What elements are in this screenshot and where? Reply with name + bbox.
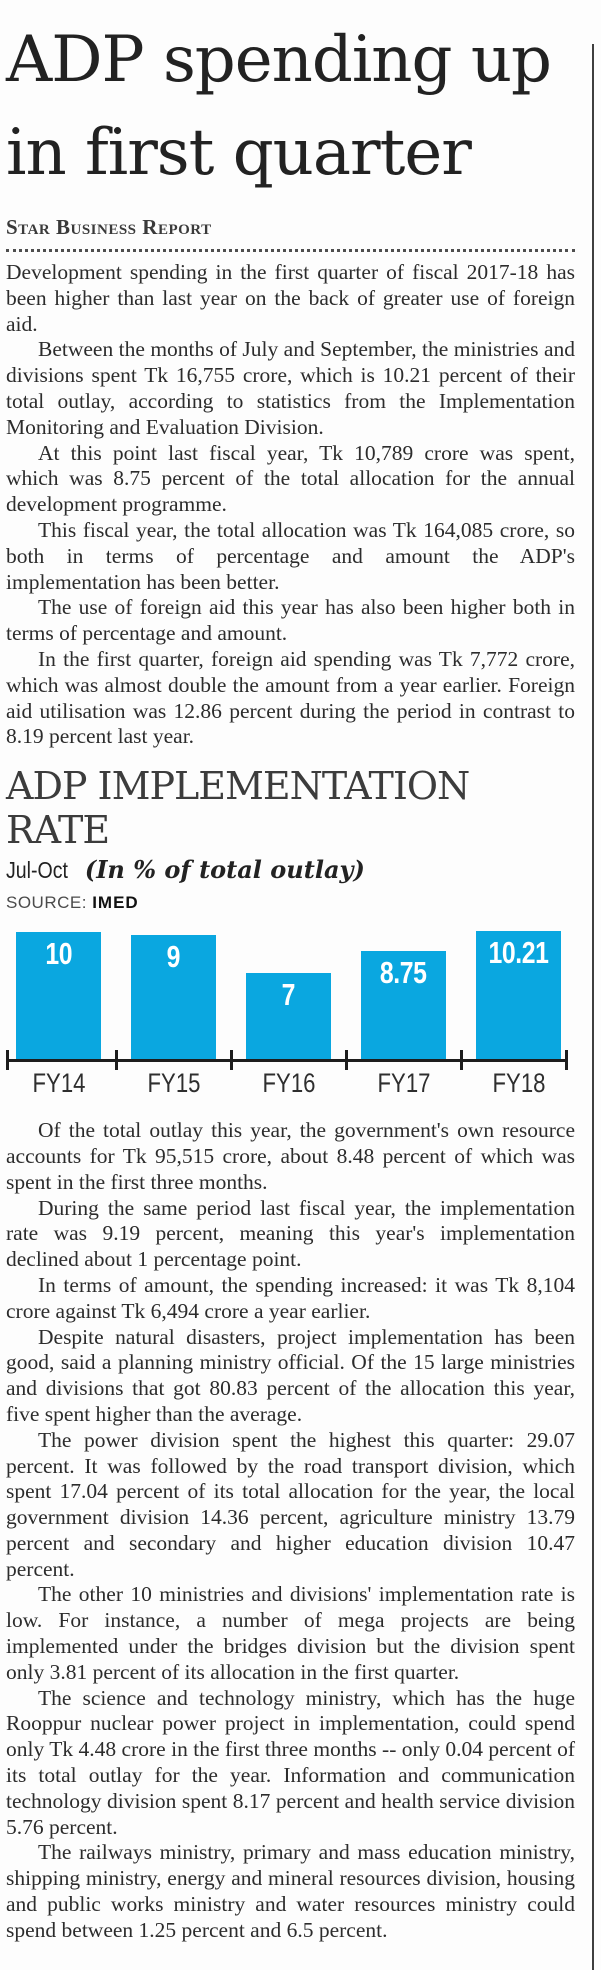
axis-tick [460, 1050, 463, 1071]
article-paragraph: At this point last fiscal year, Tk 10,78… [6, 440, 575, 517]
article-paragraph: The use of foreign aid this year has als… [6, 595, 575, 646]
axis-tick [6, 1050, 9, 1071]
article-paragraph: Development spending in the first quarte… [6, 260, 575, 336]
article-body-top: Development spending in the first quarte… [6, 260, 575, 750]
article-paragraph: In the first quarter, foreign aid spendi… [6, 646, 575, 749]
chart-bar-fy14: 10 [16, 932, 101, 1060]
chart-source-value: IMED [92, 893, 139, 913]
bar-value-label: 10 [45, 936, 72, 972]
chart-x-axis-labels: FY14 FY15 FY16 FY17 FY18 [6, 1062, 568, 1098]
chart-source-label: SOURCE: [6, 893, 87, 913]
axis-tick [115, 1050, 118, 1071]
bar-value-label: 9 [166, 939, 181, 975]
article-paragraph: Between the months of July and September… [6, 337, 575, 439]
article-paragraph: In terms of amount, the spending increas… [6, 1272, 575, 1323]
adp-implementation-chart: ADP IMPLEMENTATION RATE Jul-Oct (In % of… [6, 764, 575, 1098]
article-paragraph: Despite natural disasters, project imple… [6, 1324, 575, 1426]
chart-unit-note: (In % of total outlay) [84, 855, 365, 885]
chart-subtitle: Jul-Oct (In % of total outlay) [6, 855, 575, 889]
chart-period-label: Jul-Oct [6, 857, 68, 884]
article-paragraph: The power division spent the highest thi… [6, 1427, 575, 1581]
chart-x-axis [6, 1050, 568, 1071]
byline-dotted-separator [6, 249, 575, 252]
article-paragraph: During the same period last fiscal year,… [6, 1195, 575, 1272]
article-paragraph: Of the total outlay this year, the gover… [6, 1118, 575, 1194]
bar-value-label: 8.75 [380, 955, 427, 991]
newspaper-page: ADP spending up in first quarter Star Bu… [0, 14, 601, 1970]
x-axis-label-fy17: FY17 [377, 1068, 430, 1099]
chart-bar-fy16: 7 [246, 973, 331, 1060]
chart-bar-fy15: 9 [131, 935, 216, 1060]
chart-source: SOURCE: IMED [6, 893, 575, 913]
article-body-bottom: Of the total outlay this year, the gover… [6, 1118, 575, 1944]
x-axis-label-fy14: FY14 [32, 1068, 85, 1099]
x-axis-label-fy18: FY18 [492, 1068, 545, 1099]
axis-tick [565, 1050, 568, 1071]
article-paragraph: The science and technology ministry, whi… [6, 1685, 575, 1839]
article-paragraph: This fiscal year, the total allocation w… [6, 517, 575, 594]
article-paragraph: The other 10 ministries and divisions' i… [6, 1582, 575, 1684]
byline: Star Business Report [6, 215, 212, 239]
x-axis-label-fy15: FY15 [147, 1068, 200, 1099]
chart-bar-fy17: 8.75 [361, 951, 446, 1060]
chart-bar-fy18: 10.21 [476, 931, 561, 1060]
article-column: ADP spending up in first quarter Star Bu… [0, 14, 601, 1944]
column-divider-rule [592, 44, 594, 1970]
article-paragraph: The railways ministry, primary and mass … [6, 1840, 575, 1942]
x-axis-label-fy16: FY16 [262, 1068, 315, 1099]
headline: ADP spending up in first quarter [6, 23, 552, 190]
axis-tick [345, 1050, 348, 1071]
bar-value-label: 10.21 [488, 935, 549, 971]
bar-value-label: 7 [281, 977, 296, 1013]
chart-title: ADP IMPLEMENTATION RATE [6, 764, 470, 853]
chart-plot: 10 9 7 8.75 10.21 [6, 929, 568, 1060]
axis-tick [230, 1050, 233, 1071]
